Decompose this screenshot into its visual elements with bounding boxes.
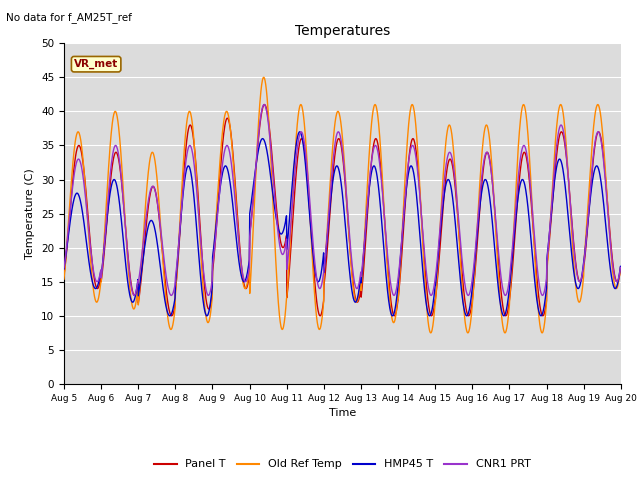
- Y-axis label: Temperature (C): Temperature (C): [26, 168, 35, 259]
- Legend: Panel T, Old Ref Temp, HMP45 T, CNR1 PRT: Panel T, Old Ref Temp, HMP45 T, CNR1 PRT: [150, 455, 535, 474]
- Title: Temperatures: Temperatures: [295, 24, 390, 38]
- X-axis label: Time: Time: [329, 408, 356, 418]
- Text: VR_met: VR_met: [74, 59, 118, 69]
- Text: No data for f_AM25T_ref: No data for f_AM25T_ref: [6, 12, 132, 23]
